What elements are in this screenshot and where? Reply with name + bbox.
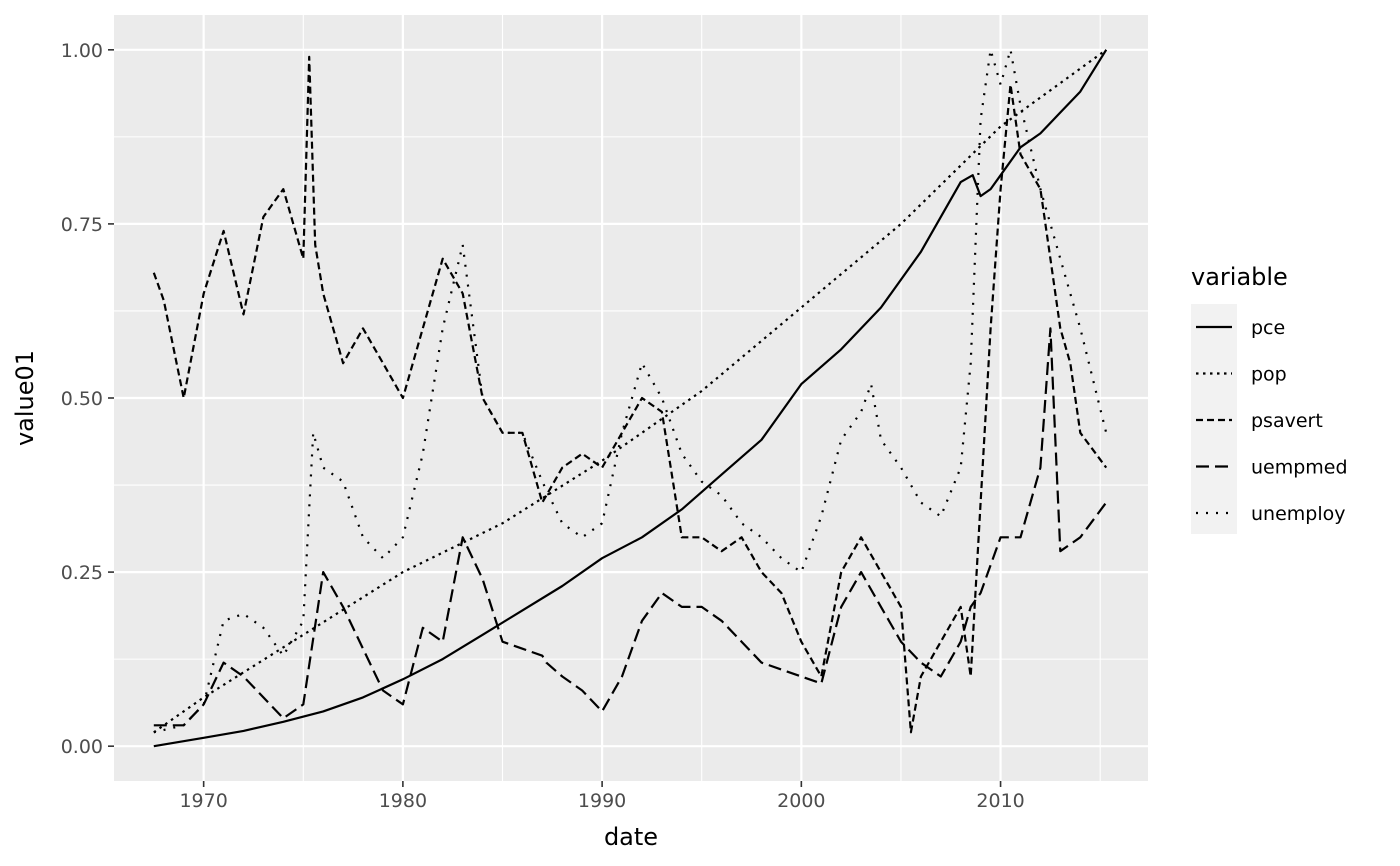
legend-label-uempmed: uempmed	[1251, 457, 1348, 479]
y-tick-label-1: 0.25	[61, 562, 103, 584]
y-tick-label-4: 1.00	[61, 40, 103, 62]
y-tick-label-2: 0.50	[61, 388, 103, 410]
y-tick-label-3: 0.75	[61, 214, 103, 236]
x-tick-label-3: 2000	[777, 790, 825, 812]
series-line-uempmed	[153, 327, 1108, 727]
series-layer	[152, 48, 1108, 748]
x-tick-label-4: 2010	[976, 790, 1024, 812]
legend: variable pce pop psavert uempmed unemploy	[1191, 263, 1348, 534]
y-axis: 0.00 0.25 0.50 0.75 1.00	[61, 40, 114, 758]
legend-label-pop: pop	[1251, 364, 1287, 386]
series-line-psavert	[152, 55, 1108, 734]
legend-label-unemploy: unemploy	[1251, 503, 1346, 525]
x-axis: 1970 1980 1990 2000 2010	[179, 781, 1025, 812]
x-tick-label-0: 1970	[179, 790, 227, 812]
y-axis-title: value01	[11, 350, 39, 446]
series-line-pop	[153, 48, 1107, 734]
x-tick-label-2: 1990	[578, 790, 626, 812]
x-tick-label-1: 1980	[379, 790, 427, 812]
y-tick-label-0: 0.00	[61, 736, 103, 758]
legend-label-psavert: psavert	[1251, 410, 1323, 432]
legend-label-pce: pce	[1251, 317, 1285, 339]
series-line-pce	[153, 49, 1108, 748]
legend-title: variable	[1191, 263, 1288, 291]
x-axis-title: date	[604, 823, 658, 851]
